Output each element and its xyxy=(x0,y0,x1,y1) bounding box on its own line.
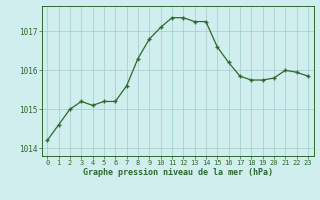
X-axis label: Graphe pression niveau de la mer (hPa): Graphe pression niveau de la mer (hPa) xyxy=(83,168,273,177)
